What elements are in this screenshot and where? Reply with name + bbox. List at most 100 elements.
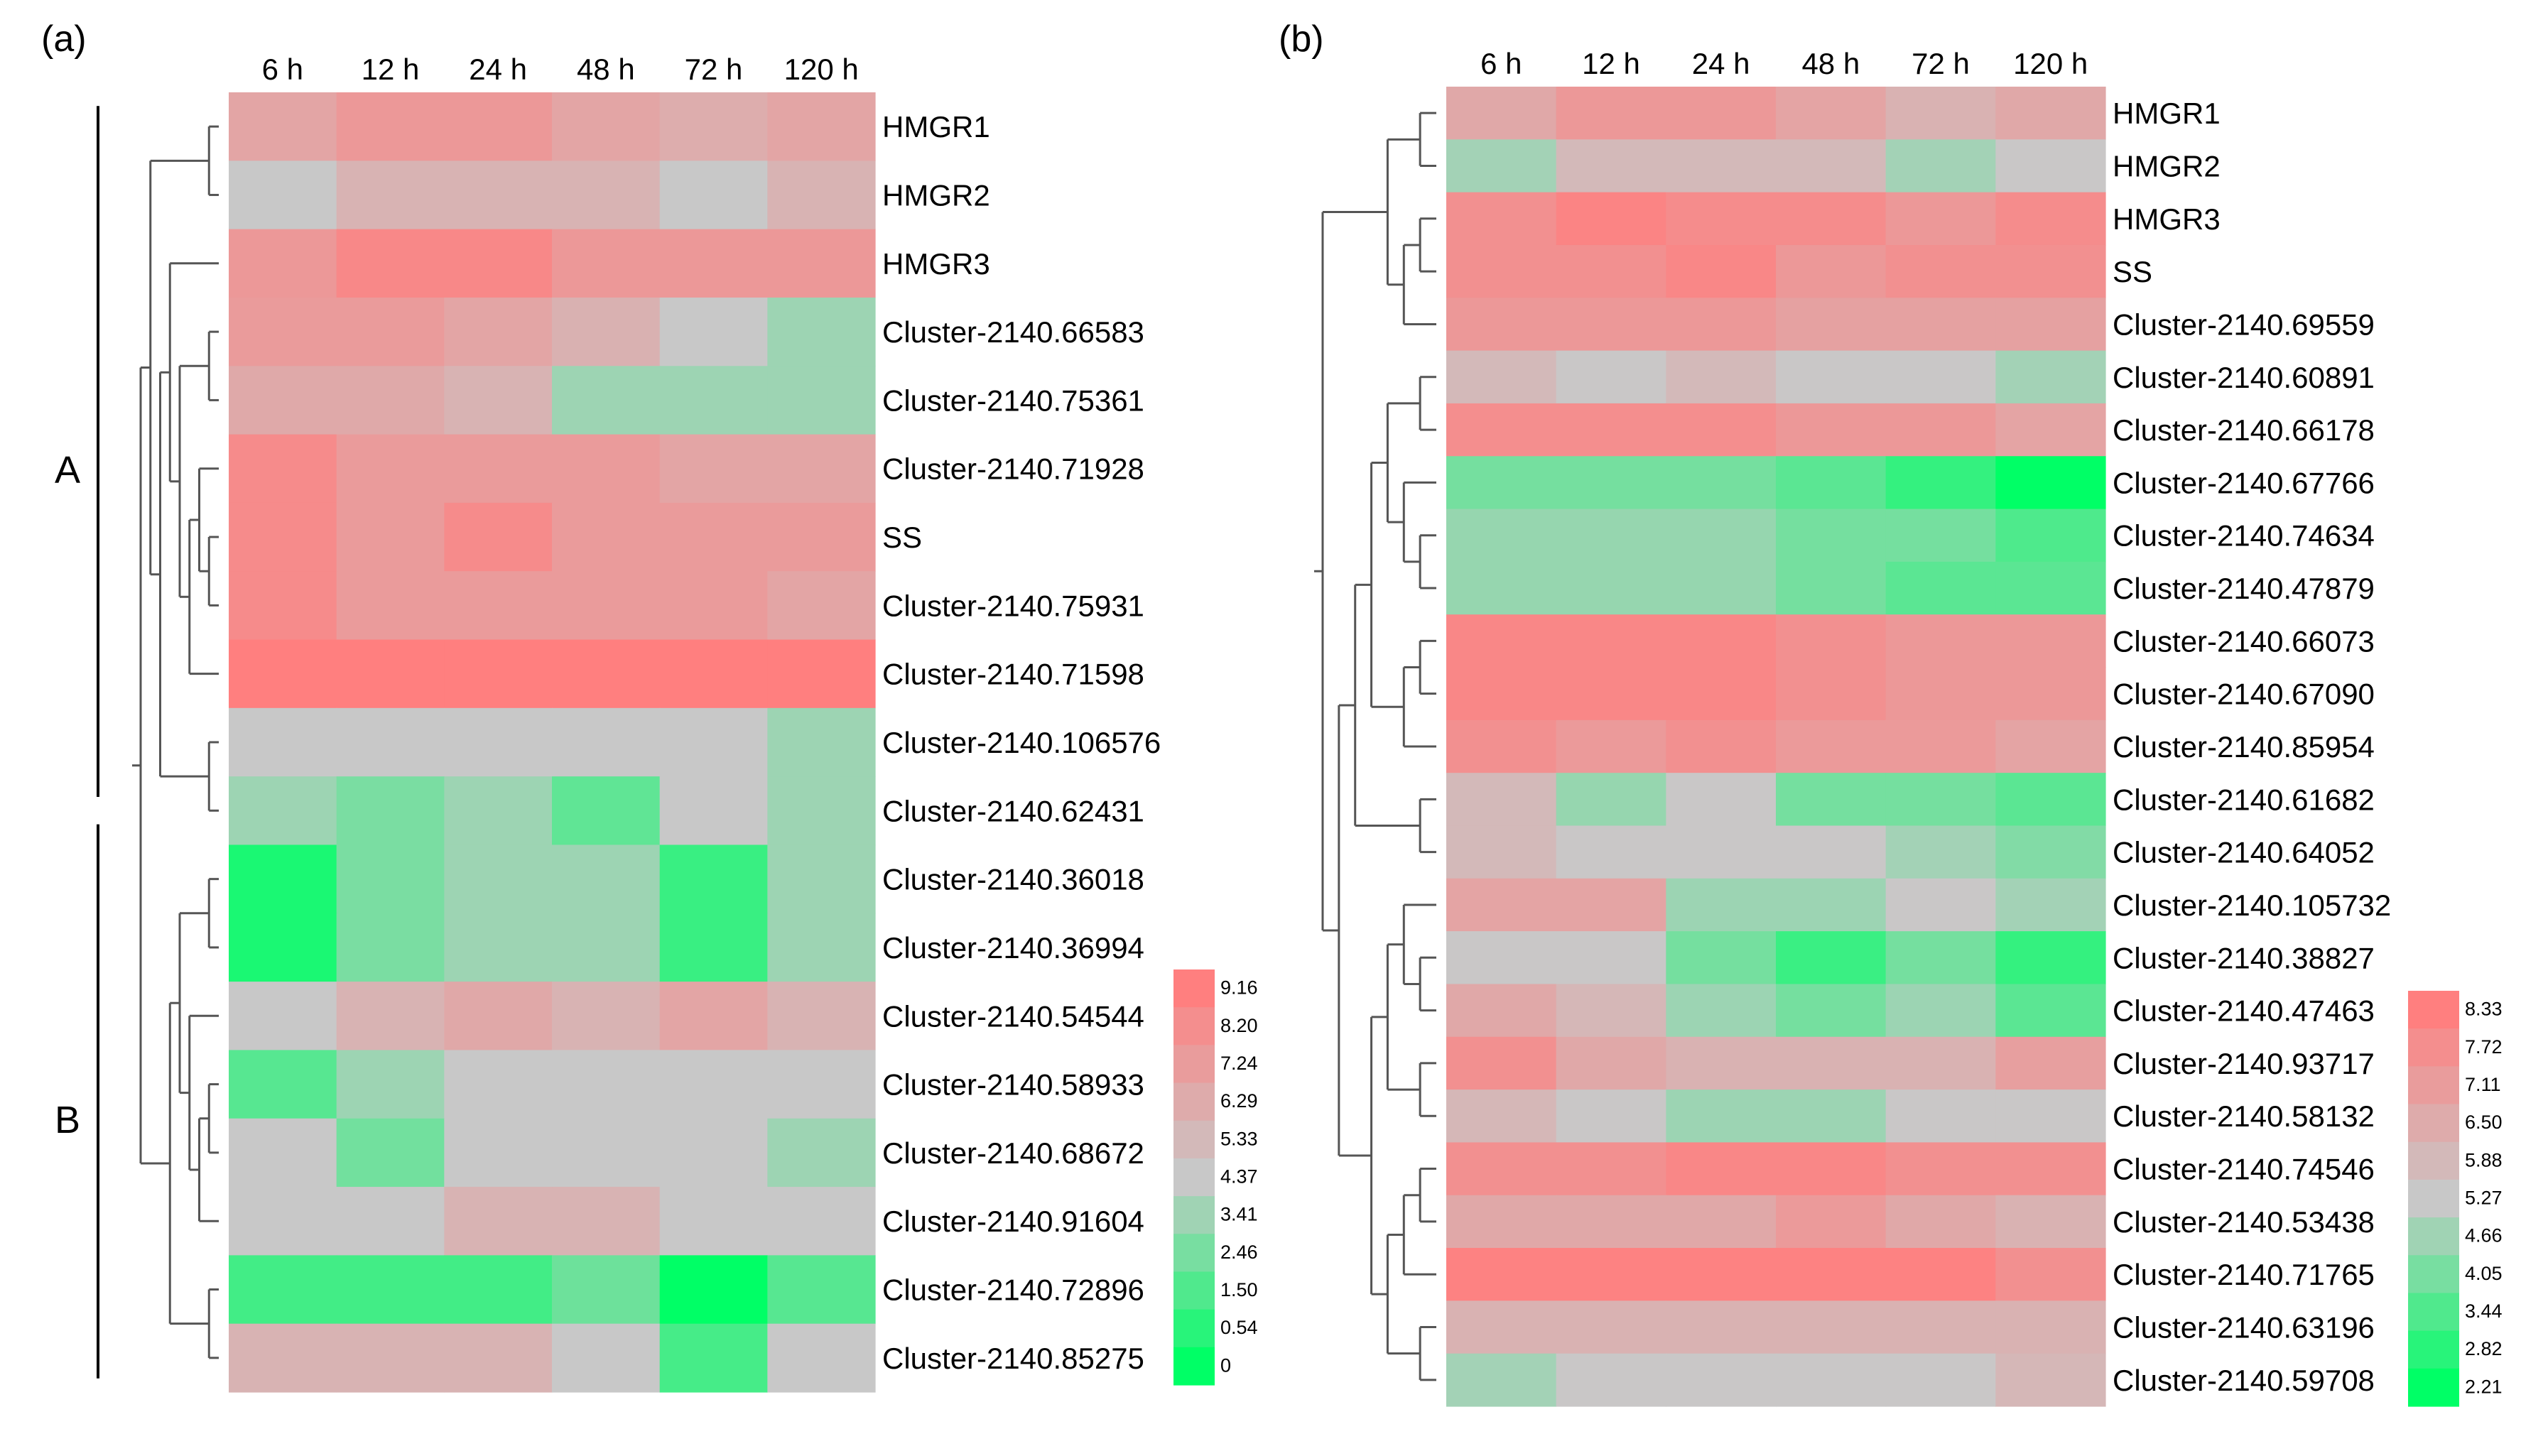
row-label: Cluster-2140.47879 bbox=[2113, 572, 2375, 605]
heatmap-cell bbox=[1995, 667, 2106, 721]
colorbar-segment bbox=[1173, 1158, 1215, 1197]
heatmap-cell bbox=[1776, 139, 1887, 193]
heatmap-cell bbox=[1556, 509, 1666, 563]
heatmap-cell bbox=[659, 502, 768, 572]
row-label: Cluster-2140.66583 bbox=[882, 315, 1144, 349]
heatmap-cell bbox=[1776, 192, 1887, 246]
row-label: Cluster-2140.60891 bbox=[2113, 361, 2375, 394]
heatmap-cell bbox=[1885, 561, 1996, 615]
heatmap-cell bbox=[1995, 719, 2106, 773]
colorbar-tick-label: 5.33 bbox=[1220, 1128, 1258, 1149]
heatmap-cell bbox=[767, 982, 876, 1051]
heatmap-cell bbox=[1556, 192, 1666, 246]
colorbar-tick-label: 7.24 bbox=[1220, 1053, 1258, 1074]
heatmap-cell bbox=[659, 1118, 768, 1188]
heatmap-cell bbox=[1446, 825, 1557, 879]
heatmap-cell bbox=[552, 1255, 661, 1325]
heatmap-cell bbox=[1446, 1353, 1557, 1407]
heatmap-cell bbox=[1776, 773, 1887, 827]
row-label: Cluster-2140.105732 bbox=[2113, 889, 2391, 922]
heatmap-cell bbox=[767, 776, 876, 846]
heatmap-cell bbox=[444, 434, 553, 504]
heatmap-cell bbox=[1666, 509, 1777, 563]
heatmap-cell bbox=[659, 571, 768, 641]
heatmap-cell bbox=[659, 434, 768, 504]
column-header: 120 h bbox=[2013, 47, 2088, 80]
colorbar-segment bbox=[2408, 1141, 2459, 1180]
column-header: 24 h bbox=[1692, 47, 1750, 80]
heatmap-cell bbox=[1995, 403, 2106, 457]
column-header: 120 h bbox=[784, 53, 859, 86]
heatmap-cell bbox=[1556, 1195, 1666, 1249]
heatmap-cell bbox=[229, 229, 337, 298]
heatmap-cell bbox=[1885, 1090, 1996, 1143]
row-label: HMGR3 bbox=[882, 247, 990, 281]
heatmap-cell bbox=[1446, 1195, 1557, 1249]
heatmap-cell bbox=[1666, 456, 1777, 510]
heatmap-cell bbox=[659, 776, 768, 846]
colorbar-segment bbox=[1173, 1196, 1215, 1234]
heatmap-cell bbox=[1666, 984, 1777, 1038]
heatmap-cell bbox=[767, 844, 876, 914]
heatmap-cell bbox=[1556, 1090, 1666, 1143]
heatmap-cell bbox=[1666, 192, 1777, 246]
colorbar-segment bbox=[1173, 1234, 1215, 1273]
heatmap-cell bbox=[1995, 1300, 2106, 1354]
heatmap-cell bbox=[552, 913, 661, 982]
row-label: Cluster-2140.58132 bbox=[2113, 1099, 2375, 1133]
column-header: 6 h bbox=[262, 53, 303, 86]
heatmap-cell bbox=[552, 571, 661, 641]
colorbar-tick-label: 3.41 bbox=[1220, 1204, 1258, 1225]
row-label: Cluster-2140.91604 bbox=[882, 1205, 1144, 1238]
heatmap-cell bbox=[552, 1187, 661, 1256]
colorbar-tick-label: 7.11 bbox=[2465, 1074, 2501, 1095]
colorbar-tick-label: 5.27 bbox=[2465, 1187, 2503, 1208]
colorbar-segment bbox=[2408, 1217, 2459, 1256]
heatmap-cell bbox=[1995, 456, 2106, 510]
row-label: Cluster-2140.75931 bbox=[882, 589, 1144, 622]
heatmap-cell bbox=[552, 366, 661, 435]
colorbar-segment bbox=[2408, 1293, 2459, 1332]
heatmap-cell bbox=[444, 707, 553, 777]
heatmap-cell bbox=[1885, 456, 1996, 510]
heatmap-cell bbox=[444, 913, 553, 982]
heatmap-cell bbox=[1446, 719, 1557, 773]
colorbar-tick-label: 8.33 bbox=[2465, 999, 2503, 1020]
heatmap-cell bbox=[1776, 561, 1887, 615]
colorbar-segment bbox=[2408, 1368, 2459, 1407]
heatmap-cell bbox=[1666, 1090, 1777, 1143]
heatmap-cell bbox=[552, 502, 661, 572]
row-label: Cluster-2140.58933 bbox=[882, 1068, 1144, 1102]
heatmap-cell bbox=[1446, 509, 1557, 563]
row-label: Cluster-2140.67766 bbox=[2113, 466, 2375, 499]
heatmap-cell bbox=[1776, 825, 1887, 879]
heatmap-cell bbox=[444, 161, 553, 230]
heatmap-cell bbox=[1556, 931, 1666, 985]
heatmap-cell bbox=[1776, 984, 1887, 1038]
heatmap-cell bbox=[1556, 614, 1666, 668]
column-header: 6 h bbox=[1480, 47, 1522, 80]
colorbar-tick-label: 4.05 bbox=[2465, 1263, 2503, 1284]
heatmap-cell bbox=[444, 297, 553, 366]
heatmap-cell bbox=[444, 366, 553, 435]
colorbar-tick-label: 0.54 bbox=[1220, 1317, 1258, 1338]
heatmap-cell bbox=[1885, 931, 1996, 985]
heatmap-cell bbox=[1556, 87, 1666, 140]
row-label: HMGR2 bbox=[2113, 149, 2221, 183]
colorbar-tick-label: 6.50 bbox=[2465, 1112, 2503, 1133]
heatmap-cell bbox=[1995, 825, 2106, 879]
heatmap-cell bbox=[1885, 298, 1996, 352]
heatmap-cell bbox=[1885, 667, 1996, 721]
heatmap-cell bbox=[1556, 403, 1666, 457]
colorbar-tick-label: 3.44 bbox=[2465, 1300, 2503, 1322]
colorbar-tick-label: 2.21 bbox=[2465, 1376, 2503, 1397]
heatmap-cell bbox=[1666, 87, 1777, 140]
heatmap-cell bbox=[552, 161, 661, 230]
heatmap-cell bbox=[1995, 561, 2106, 615]
row-label: Cluster-2140.63196 bbox=[2113, 1311, 2375, 1344]
heatmap-cell bbox=[1885, 984, 1996, 1038]
heatmap-cell bbox=[229, 1187, 337, 1256]
row-label: HMGR3 bbox=[2113, 202, 2221, 236]
column-header: 12 h bbox=[362, 53, 420, 86]
heatmap-cell bbox=[552, 1050, 661, 1119]
